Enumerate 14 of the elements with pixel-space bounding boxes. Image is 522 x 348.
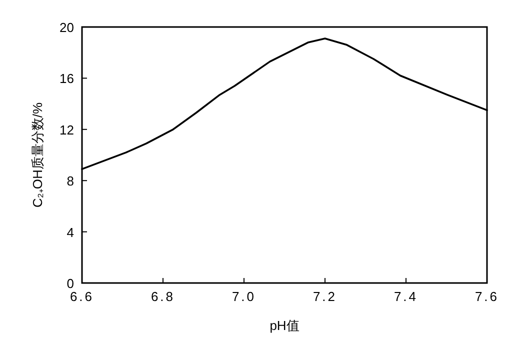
x-tick-label: 7.2 [312, 289, 338, 304]
x-tick-label: 7.4 [394, 289, 418, 304]
x-tick-label: 6.8 [150, 289, 176, 304]
y-axis-title: C₂₊OH质量分数/% [30, 102, 45, 208]
x-tick-label: 7.0 [232, 289, 256, 304]
y-tick-label: 4 [66, 224, 74, 240]
y-tick-label: 16 [60, 71, 74, 86]
y-tick-label: 20 [60, 20, 74, 35]
x-tick-label: 7.6 [474, 289, 500, 304]
y-tick-label: 8 [66, 174, 74, 189]
x-tick-label: 6.6 [70, 289, 94, 304]
y-tick-label: 0 [66, 276, 74, 291]
y-tick-label: 12 [60, 122, 74, 138]
x-axis-title: pH值 [270, 318, 300, 333]
